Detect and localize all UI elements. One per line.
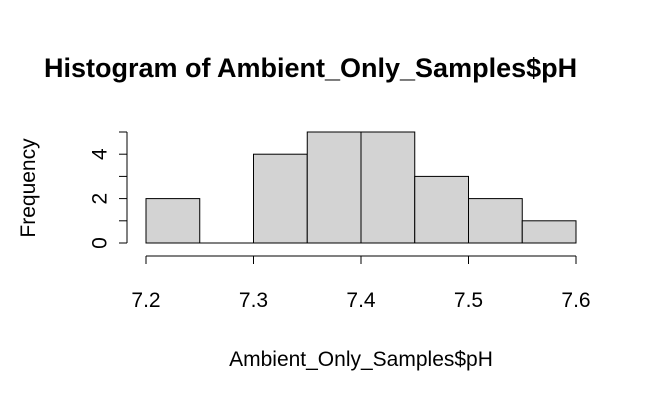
histogram-bar-6: [468, 198, 523, 244]
histogram-bar-0: [145, 198, 201, 244]
x-tick-label: 7.5: [454, 289, 483, 312]
y-axis-ticks: 0 2 4: [89, 131, 127, 249]
x-tick-label: 7.2: [131, 289, 160, 312]
histogram-bar-2: [253, 153, 308, 244]
y-tick-label: 2: [89, 193, 112, 205]
y-tick-label: 4: [89, 148, 112, 160]
y-tick-label: 0: [89, 237, 112, 249]
y-axis-label: Frequency: [17, 138, 40, 238]
histogram-bar-4: [360, 131, 416, 244]
histogram-bar-3: [306, 131, 362, 244]
x-tick-label: 7.6: [561, 289, 590, 312]
chart-title: Histogram of Ambient_Only_Samples$pH: [44, 53, 577, 83]
bars-group: [145, 131, 577, 244]
x-tick-label: 7.3: [239, 289, 268, 312]
x-tick-label: 7.4: [346, 289, 376, 312]
x-axis-ticks: 7.2 7.3 7.4 7.5 7.6: [131, 256, 591, 312]
histogram-bar-5: [414, 175, 469, 244]
histogram-bar-7: [521, 220, 577, 244]
x-axis-label: Ambient_Only_Samples$pH: [229, 348, 493, 371]
